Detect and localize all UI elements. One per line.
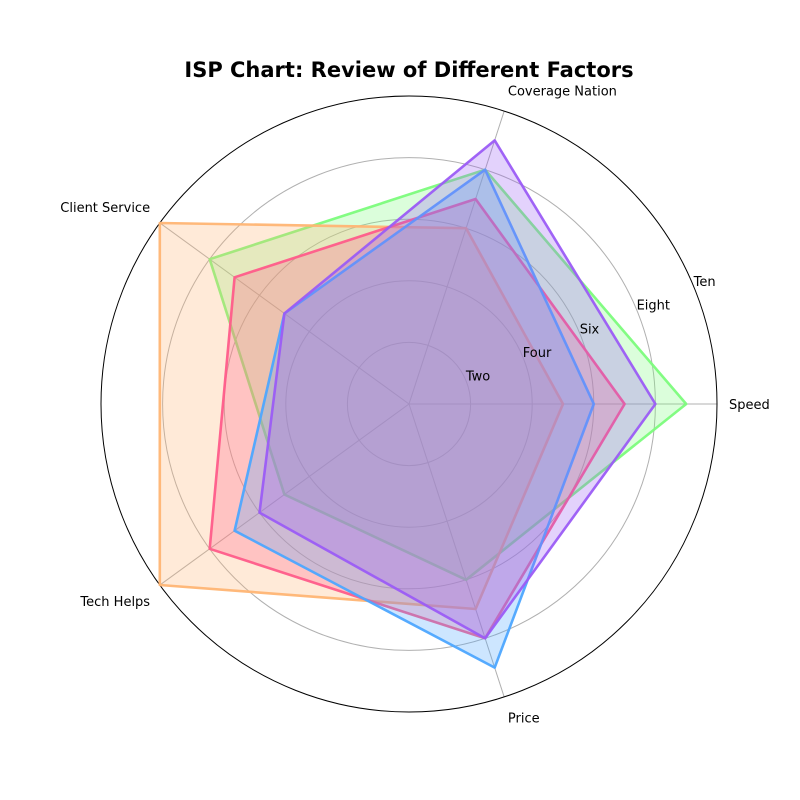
radial-tick-3: Six: [580, 322, 600, 337]
axis-label-5: Price: [508, 711, 540, 726]
radial-tick-2: Four: [523, 346, 552, 361]
radial-tick-4: Eight: [637, 299, 670, 314]
axis-label-4: Tech Helps: [79, 595, 150, 610]
series-layer: [160, 140, 686, 667]
radial-tick-5: Ten: [693, 275, 716, 290]
chart-title: ISP Chart: Review of Different Factors: [184, 58, 633, 82]
radial-tick-1: Two: [465, 369, 490, 384]
axis-label-2: Coverage Nation: [508, 85, 617, 100]
axis-label-3: Client Service: [60, 201, 150, 216]
axis-label-1: Speed: [729, 398, 770, 413]
